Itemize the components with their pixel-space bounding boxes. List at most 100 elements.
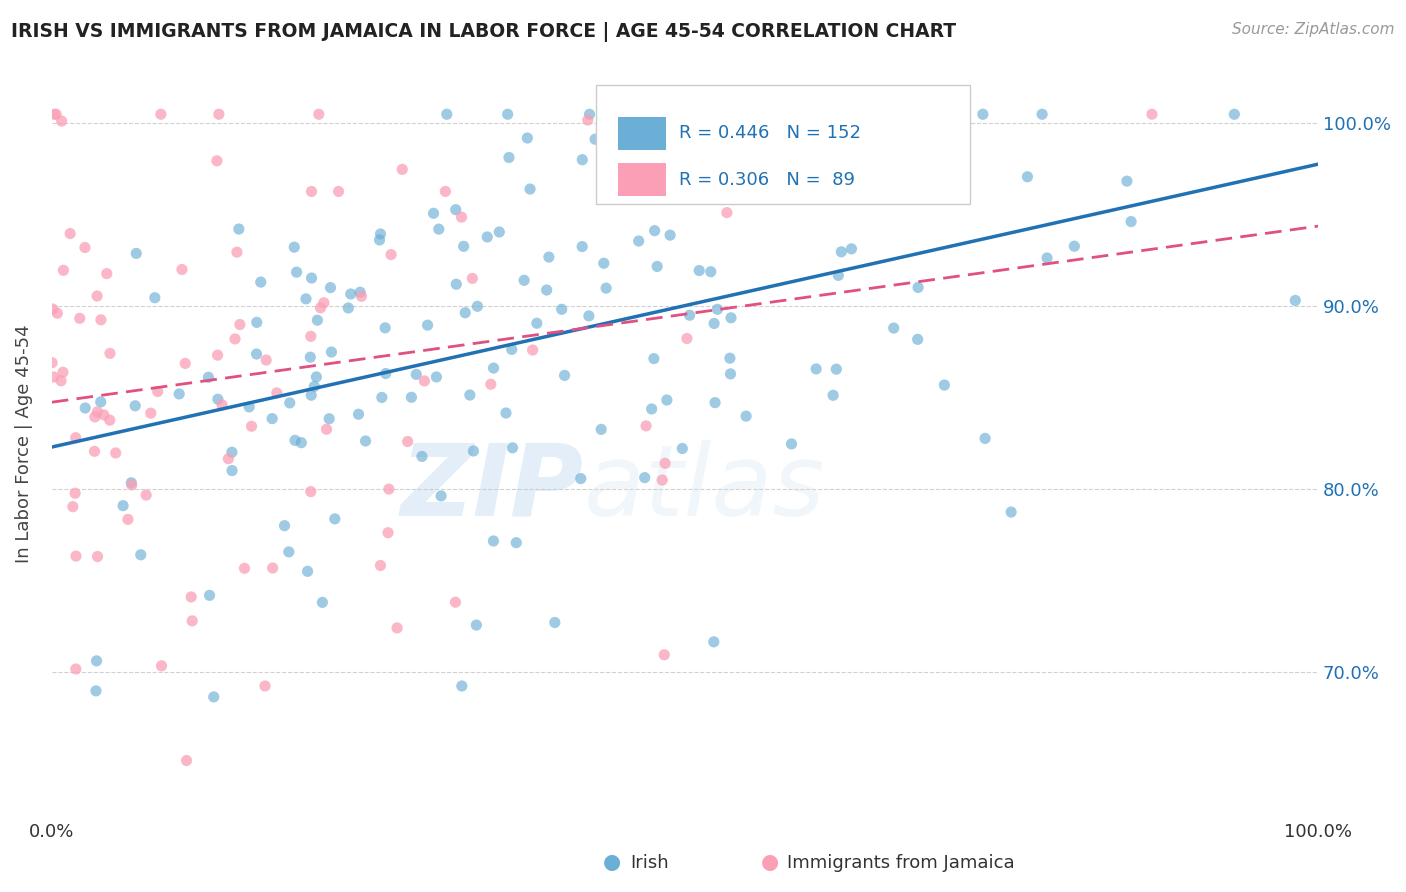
Point: [233, 561, 256, 575]
Point: [180, 590, 202, 604]
Point: [430, 489, 453, 503]
Point: [502, 441, 524, 455]
Point: [704, 395, 727, 409]
Point: [83, 444, 105, 458]
Point: [328, 185, 350, 199]
Point: [761, 107, 783, 121]
Point: [496, 107, 519, 121]
Point: [90, 313, 112, 327]
Point: [229, 318, 252, 332]
Point: [477, 230, 499, 244]
Point: [411, 450, 433, 464]
Point: [98, 413, 121, 427]
Point: [640, 401, 662, 416]
Point: [51, 114, 73, 128]
Point: [405, 368, 427, 382]
Point: [569, 472, 592, 486]
Point: [75, 401, 97, 415]
Point: [427, 222, 450, 236]
Point: [571, 153, 593, 167]
Point: [150, 658, 173, 673]
Point: [522, 343, 544, 357]
Y-axis label: In Labor Force | Age 45-54: In Labor Force | Age 45-54: [15, 324, 32, 563]
Point: [299, 484, 322, 499]
Point: [907, 280, 929, 294]
Point: [176, 754, 198, 768]
Point: [124, 399, 146, 413]
Point: [910, 172, 932, 186]
Point: [297, 565, 319, 579]
Point: [554, 368, 576, 383]
Point: [627, 234, 650, 248]
Text: ●: ●: [603, 853, 620, 872]
Point: [450, 679, 472, 693]
Point: [679, 192, 702, 206]
Point: [651, 473, 673, 487]
Point: [720, 367, 742, 381]
Point: [83, 409, 105, 424]
Point: [377, 525, 399, 540]
Text: ZIP: ZIP: [401, 440, 583, 537]
Point: [1119, 214, 1142, 228]
Point: [246, 315, 269, 329]
Point: [516, 131, 538, 145]
Point: [98, 346, 121, 360]
Point: [645, 260, 668, 274]
Point: [595, 281, 617, 295]
Point: [479, 377, 502, 392]
Point: [117, 512, 139, 526]
Point: [634, 470, 657, 484]
Point: [253, 679, 276, 693]
Point: [312, 295, 335, 310]
Point: [149, 107, 172, 121]
Point: [498, 151, 520, 165]
Point: [676, 332, 699, 346]
Point: [658, 169, 681, 184]
Point: [592, 256, 614, 270]
Point: [461, 271, 484, 285]
Point: [350, 289, 373, 303]
Point: [69, 311, 91, 326]
Point: [174, 356, 197, 370]
Point: [42, 301, 65, 316]
Point: [643, 351, 665, 366]
Point: [84, 684, 107, 698]
Point: [544, 615, 567, 630]
Point: [278, 396, 301, 410]
Point: [526, 316, 548, 330]
Point: [125, 246, 148, 260]
Point: [52, 365, 75, 379]
Point: [135, 488, 157, 502]
Point: [228, 222, 250, 236]
Point: [453, 239, 475, 253]
Point: [290, 435, 312, 450]
Point: [703, 635, 725, 649]
Point: [46, 306, 69, 320]
Point: [221, 445, 243, 459]
Point: [63, 486, 86, 500]
Point: [217, 451, 239, 466]
Point: [41, 356, 63, 370]
Point: [768, 107, 790, 121]
Point: [513, 273, 536, 287]
Point: [309, 301, 332, 315]
Point: [319, 280, 342, 294]
Point: [454, 306, 477, 320]
Point: [121, 478, 143, 492]
Point: [86, 289, 108, 303]
Point: [576, 113, 599, 128]
Point: [93, 408, 115, 422]
Text: Immigrants from Jamaica: Immigrants from Jamaica: [787, 855, 1015, 872]
Point: [578, 107, 600, 121]
Point: [198, 588, 221, 602]
Point: [434, 185, 457, 199]
Point: [401, 390, 423, 404]
Point: [703, 317, 725, 331]
Point: [652, 107, 675, 121]
Point: [830, 244, 852, 259]
Point: [634, 418, 657, 433]
Point: [875, 145, 897, 159]
Point: [139, 406, 162, 420]
Point: [112, 499, 135, 513]
FancyBboxPatch shape: [617, 163, 666, 196]
